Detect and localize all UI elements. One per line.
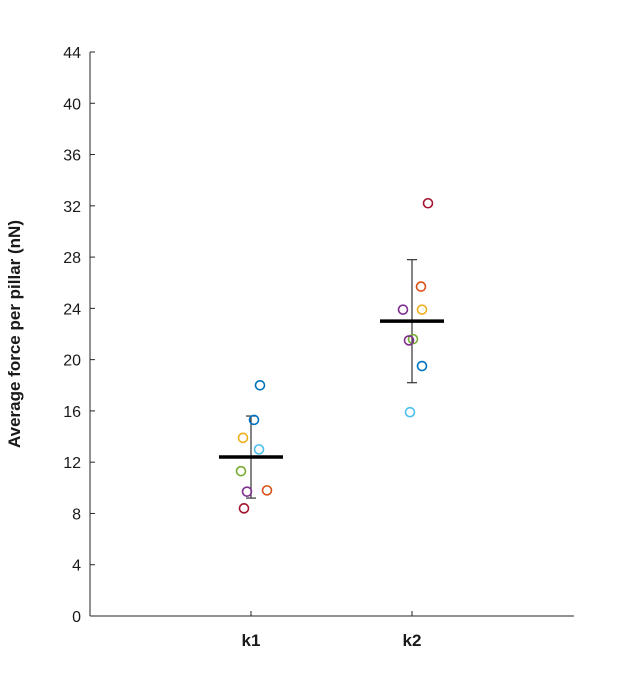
data-point-k2 [415,281,427,292]
x-tick-label: k2 [403,631,422,650]
x-ticks: k1 k2 [242,611,422,650]
data-point-k1 [241,486,253,497]
data-point-k2 [422,197,434,209]
data-point-k2 [404,406,416,418]
y-tick-label: 8 [72,506,81,523]
mean-lines [219,319,444,459]
y-tick-label: 0 [72,609,81,626]
y-tick-label: 40 [63,96,81,113]
y-tick-label: 20 [63,353,81,370]
y-axis-title: Average force per pillar (nN) [5,220,24,448]
data-point-k2 [403,335,415,346]
error-bars [246,259,417,499]
data-point-k1 [253,444,265,455]
y-tick-label: 32 [63,199,81,216]
x-tick-label: k1 [242,631,261,650]
y-ticks: 0 4 8 12 16 20 24 28 32 36 40 44 [63,45,95,626]
data-point-k2 [416,360,428,372]
y-tick-label: 4 [72,558,81,575]
data-point-k1 [261,485,273,496]
data-point-k1 [237,432,249,444]
data-point-k1 [248,414,260,426]
y-tick-label: 24 [63,301,81,318]
y-tick-label: 36 [63,148,81,165]
data-points [235,197,434,514]
y-tick-label: 16 [63,404,81,421]
data-point-k1 [254,379,266,391]
data-point-k2 [416,304,428,315]
data-point-k1 [235,465,247,477]
data-point-k2 [397,304,409,315]
y-tick-label: 28 [63,250,81,267]
data-point-k1 [238,503,250,514]
y-tick-label: 44 [63,45,81,62]
y-tick-label: 12 [63,455,81,472]
axes [89,52,574,617]
